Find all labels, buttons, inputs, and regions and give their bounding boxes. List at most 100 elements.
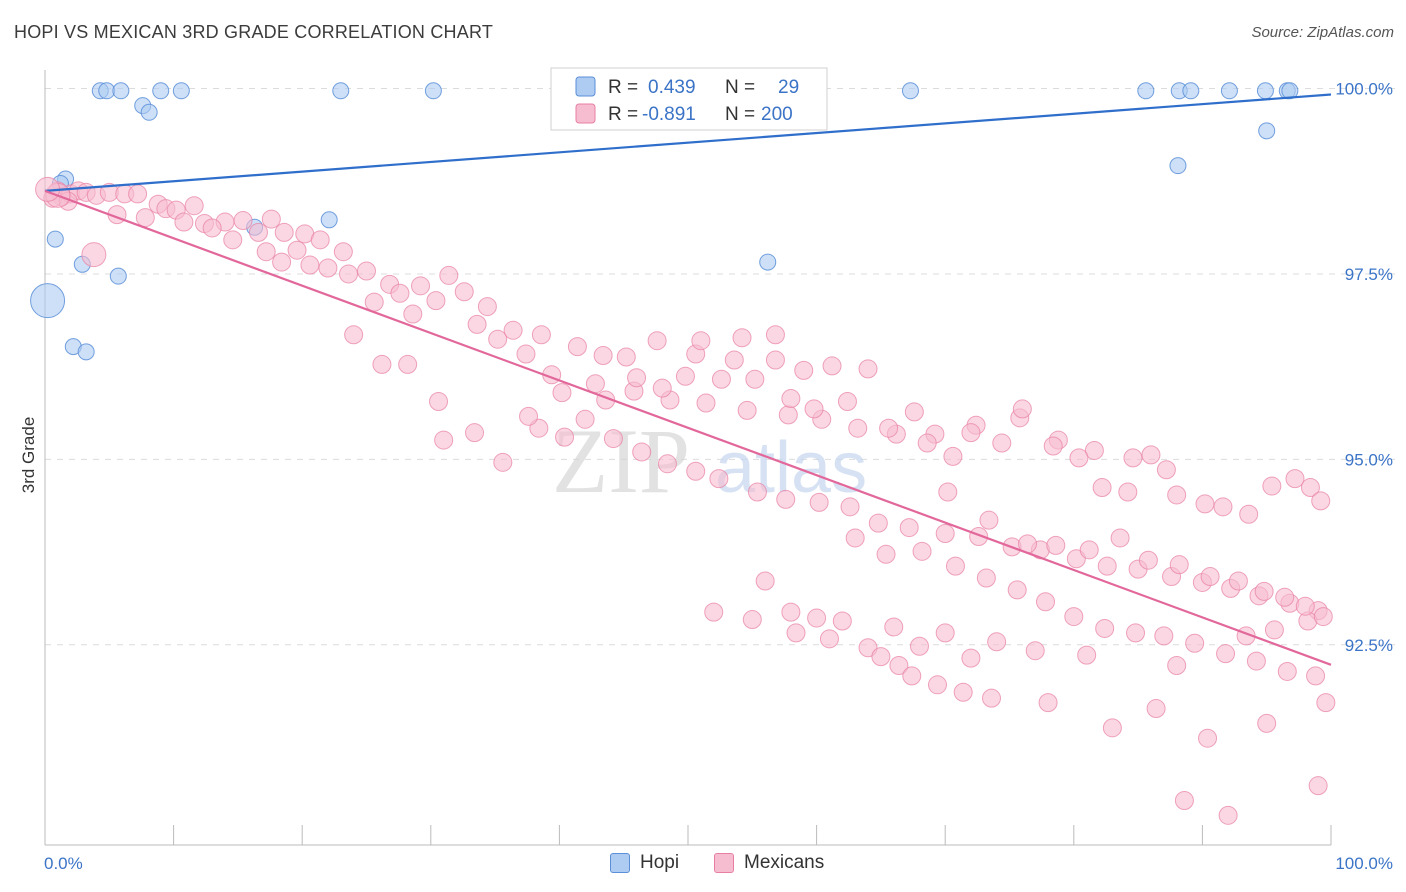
mexicans-point	[884, 617, 904, 637]
mexicans-point	[333, 242, 353, 262]
mexicans-point	[403, 304, 423, 324]
mexicans-point	[945, 556, 965, 576]
mexicans-point	[287, 240, 307, 260]
series-legend: Hopi Mexicans	[0, 848, 1406, 882]
mexicans-point	[439, 265, 459, 285]
mexicans-point	[657, 454, 677, 474]
mexicans-point	[781, 389, 801, 409]
mexicans-point	[1156, 460, 1176, 480]
mexicans-point	[616, 347, 636, 367]
mexicans-point	[567, 337, 587, 357]
gridlines	[45, 88, 1400, 646]
mexicans-point	[1146, 699, 1166, 719]
mexicans-point	[1012, 399, 1032, 419]
mexicans-point	[765, 350, 785, 370]
mexicans-point	[1200, 567, 1220, 587]
hopi-point	[98, 82, 116, 100]
mexicans-point	[1213, 497, 1233, 517]
mexicans-point	[1246, 651, 1266, 671]
mexicans-point	[398, 354, 418, 374]
mexicans-point	[1228, 571, 1248, 591]
mexicans-point	[1316, 693, 1336, 713]
mexicans-point	[979, 510, 999, 530]
mexicans-point	[794, 360, 814, 380]
mexicans-point	[848, 418, 868, 438]
mexicans-point	[454, 282, 474, 302]
mexicans-point	[467, 314, 487, 334]
hopi-swatch	[610, 853, 630, 873]
hopi-legend-swatch	[575, 76, 596, 97]
mexicans-point	[1300, 478, 1320, 498]
mexicans-point	[1126, 623, 1146, 643]
mexicans-point	[902, 666, 922, 686]
mexicans-point	[202, 218, 222, 238]
mexicans-point	[1198, 728, 1218, 748]
hopi-n-label: N =	[725, 77, 755, 98]
trend-lines	[44, 93, 1332, 666]
mexicans-point	[935, 623, 955, 643]
mexicans-point	[832, 611, 852, 631]
mexicans-point	[344, 325, 364, 345]
mexicans-point	[737, 400, 757, 420]
mexicans-point	[1036, 592, 1056, 612]
mexicans-point	[858, 359, 878, 379]
mexicans-point	[357, 261, 376, 281]
mexicans-point	[493, 452, 513, 472]
stats-legend: R = 0.439 N = 29 R = -0.891 N = 200	[550, 67, 828, 131]
mexicans-trend-line	[44, 189, 1332, 666]
mexicans-point	[1277, 661, 1297, 681]
mexicans-point	[1069, 448, 1089, 468]
mexicans-point	[555, 427, 575, 447]
legend-item-hopi[interactable]: Hopi	[610, 852, 679, 874]
hopi-point	[332, 82, 350, 100]
mexicans-point	[274, 222, 294, 242]
y-axis-label: 3rd Grade	[19, 417, 38, 494]
mexicans-point	[1216, 644, 1236, 664]
mexicans-point	[256, 242, 276, 262]
hopi-r-label: R =	[608, 77, 638, 98]
mexicans-point	[781, 602, 801, 622]
mexicans-point	[1257, 713, 1277, 733]
mexicans-point	[876, 544, 896, 564]
hopi-point	[1137, 82, 1155, 100]
mexicans-point	[1141, 445, 1161, 465]
mexicans-point	[135, 208, 155, 228]
mexicans-series	[35, 176, 1336, 825]
hopi-point	[1256, 82, 1274, 100]
hopi-point	[112, 82, 130, 100]
mexicans-point	[822, 356, 842, 376]
mexicans-point	[981, 688, 1001, 708]
chart-source: Source: ZipAtlas.com	[1251, 24, 1394, 41]
mexicans-point	[969, 526, 989, 546]
mexicans-point	[1295, 596, 1315, 616]
mexicans-point	[426, 291, 446, 311]
mexicans-point	[1064, 607, 1084, 627]
mexicans-point	[593, 346, 613, 366]
legend-item-mexicans[interactable]: Mexicans	[714, 852, 824, 874]
mexicans-point	[81, 242, 107, 268]
legend-label-hopi: Hopi	[640, 852, 680, 873]
hopi-point	[30, 283, 66, 319]
mex-r-label: R =	[608, 104, 638, 125]
mexicans-point	[552, 383, 572, 403]
mexicans-point	[745, 369, 765, 389]
mexicans-point	[1254, 581, 1274, 601]
mex-legend-swatch	[575, 103, 596, 124]
mexicans-point	[272, 252, 292, 272]
mexicans-point	[434, 430, 454, 450]
mexicans-point	[1084, 440, 1104, 460]
mexicans-swatch	[714, 853, 734, 873]
mexicans-point	[765, 325, 785, 345]
mexicans-point	[1264, 620, 1284, 640]
mexicans-point	[992, 433, 1012, 453]
mexicans-point	[904, 402, 924, 422]
mexicans-point	[1038, 693, 1058, 713]
mexicans-point	[912, 541, 932, 561]
mexicans-point	[261, 209, 281, 229]
hopi-point	[424, 82, 442, 100]
mexicans-point	[1110, 528, 1130, 548]
mexicans-point	[233, 211, 253, 231]
hopi-point	[77, 343, 95, 361]
hopi-point	[759, 253, 777, 271]
